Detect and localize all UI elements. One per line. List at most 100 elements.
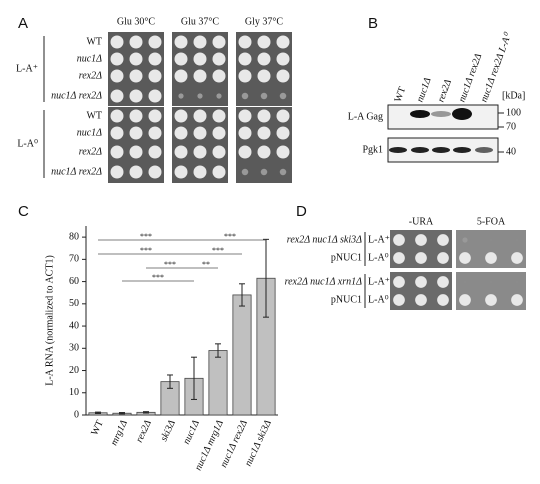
band	[410, 110, 430, 118]
colony-spot	[110, 165, 124, 179]
colony-spot	[464, 281, 466, 283]
row-label: nuc1Δ rex2Δ	[51, 166, 102, 177]
marker-label: 40	[506, 146, 516, 157]
colony-spot	[212, 145, 226, 159]
colony-spot	[257, 145, 271, 159]
row-label: L-A⁺	[368, 234, 390, 245]
colony-spot	[490, 239, 492, 241]
row-label: nuc1Δ	[77, 127, 102, 138]
panel-label: A	[18, 15, 28, 32]
y-tick-label: 40	[69, 320, 79, 331]
colony-spot	[238, 35, 252, 49]
band	[431, 111, 451, 117]
colony-spot	[437, 252, 449, 264]
colony-spot	[174, 126, 188, 140]
colony-spot	[110, 126, 124, 140]
band	[453, 147, 471, 153]
strain-label: rex2Δ nuc1Δ ski3Δ	[287, 234, 362, 245]
row-label: L-A⁰	[368, 252, 389, 263]
row-label: rex2Δ	[79, 146, 102, 157]
colony-spot	[276, 35, 290, 49]
significance-label: ***	[164, 260, 176, 269]
colony-spot	[148, 165, 162, 179]
x-tick-label: rex2Δ	[134, 418, 154, 444]
colony-spot	[485, 294, 497, 306]
colony-spot	[174, 109, 188, 123]
colony-spot	[241, 168, 249, 176]
band	[452, 108, 472, 120]
colony-spot	[110, 145, 124, 159]
column-header: -URA	[409, 216, 434, 227]
colony-spot	[212, 35, 226, 49]
colony-spot	[257, 35, 271, 49]
colony-spot	[129, 165, 143, 179]
colony-spot	[238, 145, 252, 159]
colony-spot	[257, 126, 271, 140]
colony-spot	[238, 109, 252, 123]
y-tick-label: 30	[69, 343, 79, 354]
colony-spot	[257, 69, 271, 83]
colony-spot	[485, 252, 497, 264]
bar	[232, 294, 252, 416]
row-label: WT	[86, 110, 102, 121]
colony-spot	[148, 126, 162, 140]
column-header: Glu 30°C	[117, 16, 155, 27]
colony-spot	[129, 109, 143, 123]
marker-label: 70	[506, 121, 516, 132]
significance-label: ***	[212, 246, 224, 255]
y-tick-label: 20	[69, 365, 79, 376]
x-tick-label: mrg1Δ	[109, 418, 130, 447]
bar	[208, 350, 228, 416]
colony-spot	[174, 69, 188, 83]
colony-spot	[516, 239, 518, 241]
colony-spot	[174, 35, 188, 49]
y-axis-label: L-A RNA (normalized to ACT1)	[44, 255, 55, 386]
colony-spot	[148, 69, 162, 83]
x-tick-label: ski3Δ	[159, 418, 178, 443]
colony-spot	[393, 252, 405, 264]
x-tick-label: WT	[89, 419, 106, 438]
colony-spot	[238, 52, 252, 66]
band	[475, 147, 493, 153]
colony-spot	[437, 234, 449, 246]
colony-spot	[511, 294, 523, 306]
row-label: nuc1Δ	[77, 53, 102, 64]
colony-spot	[462, 237, 468, 243]
row-label: WT	[86, 36, 102, 47]
colony-spot	[437, 294, 449, 306]
lane-label: rex2Δ	[436, 78, 454, 104]
colony-spot	[276, 52, 290, 66]
colony-spot	[129, 89, 143, 103]
colony-spot	[490, 281, 492, 283]
colony-spot	[193, 126, 207, 140]
significance-label: ***	[140, 232, 152, 241]
x-tick-label: nuc1Δ	[181, 418, 202, 446]
colony-spot	[415, 234, 427, 246]
colony-spot	[238, 69, 252, 83]
significance-label: ***	[152, 273, 164, 282]
colony-spot	[459, 294, 471, 306]
row-label: L-A⁺	[368, 276, 390, 287]
significance-label: **	[202, 260, 210, 269]
blot	[387, 104, 499, 130]
strain-label: rex2Δ nuc1Δ xrn1Δ	[285, 276, 363, 287]
colony-spot	[148, 145, 162, 159]
y-tick-label: 70	[69, 254, 79, 265]
colony-spot	[110, 89, 124, 103]
colony-spot	[197, 93, 203, 99]
lane-label: nuc1Δ	[415, 76, 434, 104]
colony-spot	[279, 168, 287, 176]
y-tick-label: 10	[69, 387, 79, 398]
colony-spot	[393, 276, 405, 288]
colony-spot	[276, 126, 290, 140]
colony-spot	[148, 109, 162, 123]
band	[432, 147, 450, 153]
y-tick-label: 0	[74, 409, 79, 420]
colony-spot	[174, 165, 188, 179]
marker-label: 100	[506, 107, 521, 118]
colony-spot	[193, 69, 207, 83]
colony-spot	[212, 126, 226, 140]
colony-spot	[212, 52, 226, 66]
colony-spot	[415, 294, 427, 306]
